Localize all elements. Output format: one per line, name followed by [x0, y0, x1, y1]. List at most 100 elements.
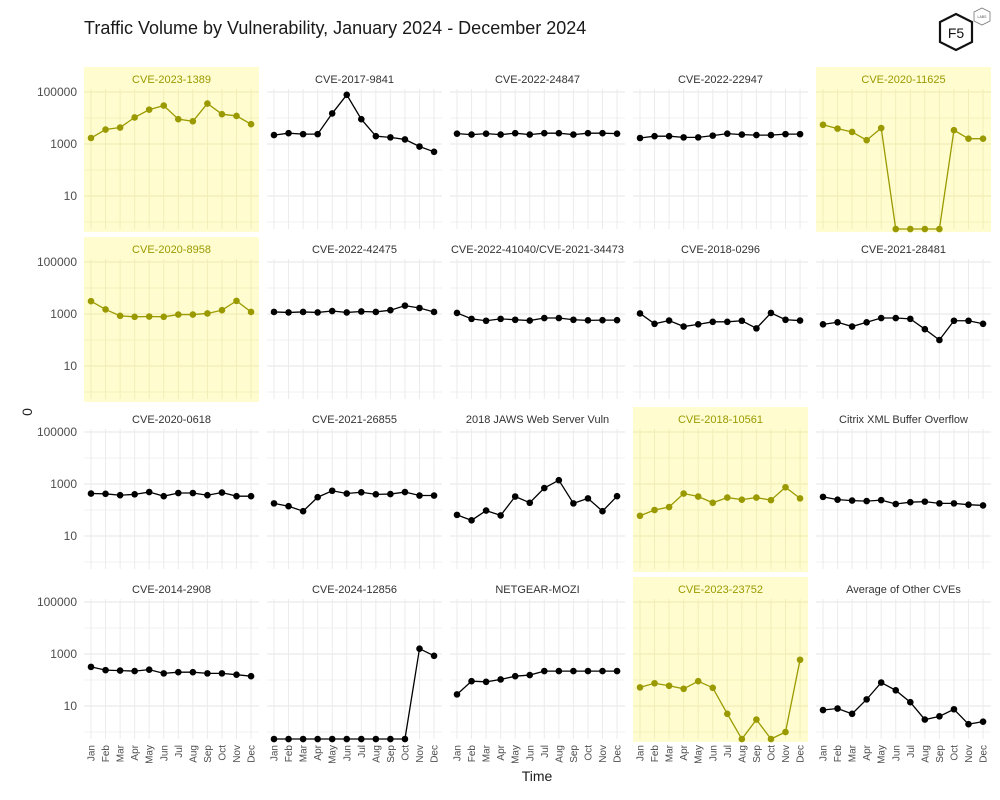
data-point — [270, 735, 278, 743]
panel: CVE-2023-23752 Jan Feb Mar Apr May Jun Jul Aug Se… — [633, 577, 808, 764]
data-point — [285, 309, 292, 316]
data-point — [936, 713, 943, 720]
data-point — [694, 677, 702, 685]
panel-title: CVE-2021-28481 — [861, 244, 946, 256]
x-tick-label: Sep — [203, 745, 214, 763]
logo-main-text: F5 — [948, 25, 965, 41]
data-point — [233, 297, 240, 305]
data-point — [270, 131, 278, 139]
data-point — [358, 735, 365, 743]
data-point — [116, 491, 124, 499]
data-point — [921, 225, 929, 233]
data-point — [285, 129, 292, 137]
panel: CVE-2024-12856 Jan Feb Mar Apr May Jun Jul Aug Se… — [267, 584, 442, 764]
series-line — [456, 479, 618, 522]
data-point — [468, 315, 475, 323]
data-point — [834, 705, 841, 712]
data-point — [694, 321, 702, 328]
data-point — [834, 318, 841, 326]
data-point — [87, 663, 95, 671]
y-tick-label: 100000 — [37, 85, 77, 99]
data-point — [401, 302, 409, 309]
data-point — [636, 684, 644, 691]
data-point — [416, 492, 423, 499]
data-point — [965, 720, 972, 728]
data-point — [204, 100, 211, 107]
y-tick-label: 1000 — [50, 137, 77, 151]
data-point — [175, 311, 182, 318]
panel-title: CVE-2014-2908 — [132, 584, 211, 596]
x-tick-label: Apr — [679, 744, 690, 760]
data-point — [599, 129, 606, 137]
data-point — [738, 496, 746, 503]
data-point — [767, 131, 775, 139]
data-point — [819, 493, 827, 501]
data-point — [160, 670, 168, 677]
data-point — [651, 132, 658, 140]
data-point — [753, 494, 760, 501]
y-tick-label: 10 — [64, 359, 78, 373]
data-point — [541, 484, 548, 492]
data-point — [328, 735, 336, 743]
data-point — [848, 710, 856, 718]
data-point — [950, 500, 958, 507]
data-point — [218, 306, 226, 314]
x-tick-label: Aug — [737, 745, 748, 763]
x-tick-label: Mar — [848, 744, 859, 762]
data-point — [175, 489, 182, 497]
data-point — [907, 498, 914, 506]
data-point — [848, 497, 856, 504]
data-point — [175, 668, 182, 676]
data-point — [877, 496, 885, 504]
data-point — [175, 115, 182, 123]
y-tick-label: 10 — [64, 189, 78, 203]
data-point — [892, 687, 900, 694]
data-point — [665, 503, 673, 511]
data-point — [387, 490, 394, 498]
series-line — [273, 304, 435, 314]
data-point — [218, 670, 226, 677]
panel-title: CVE-2020-11625 — [861, 74, 945, 86]
x-tick-label: Sep — [935, 745, 946, 763]
panel-title: Average of Other CVEs — [846, 584, 961, 596]
data-point — [526, 317, 534, 324]
x-tick-label: Jan — [87, 745, 98, 761]
data-point — [570, 316, 577, 324]
panel-title: CVE-2022-42475 — [312, 244, 397, 256]
data-point — [892, 225, 900, 233]
x-tick-label: Feb — [101, 745, 112, 763]
x-tick-label: Jun — [708, 745, 719, 761]
data-point — [358, 308, 365, 315]
x-tick-label: Aug — [371, 745, 382, 763]
data-point — [87, 297, 95, 305]
data-point — [511, 493, 519, 500]
x-tick-label: Jan — [636, 745, 647, 761]
x-tick-label: Sep — [569, 745, 580, 763]
x-tick-label: Jun — [891, 745, 902, 761]
data-point — [401, 488, 409, 496]
data-point — [160, 102, 168, 109]
data-point — [694, 493, 702, 500]
data-point — [497, 131, 504, 138]
series-line — [822, 496, 984, 507]
data-point — [541, 667, 548, 675]
data-point — [328, 487, 336, 495]
data-point — [511, 316, 519, 324]
x-tick-label: Dec — [613, 745, 624, 763]
data-point — [430, 492, 438, 499]
x-tick-label: Nov — [781, 745, 792, 763]
panel-title: CVE-2018-0296 — [681, 244, 760, 256]
data-point — [131, 114, 138, 121]
x-tick-label: Jan — [270, 745, 281, 761]
x-tick-label: Nov — [964, 745, 975, 763]
data-point — [599, 507, 606, 515]
panel: CVE-2018-10561 — [633, 407, 808, 572]
data-point — [584, 129, 592, 137]
data-point — [145, 313, 153, 320]
data-point — [102, 666, 109, 674]
data-point — [907, 315, 914, 323]
y-tick-label: 100000 — [37, 595, 77, 609]
x-tick-label: Aug — [554, 745, 565, 763]
x-axis-title: Time — [522, 768, 553, 784]
x-tick-label: Dec — [979, 745, 990, 763]
